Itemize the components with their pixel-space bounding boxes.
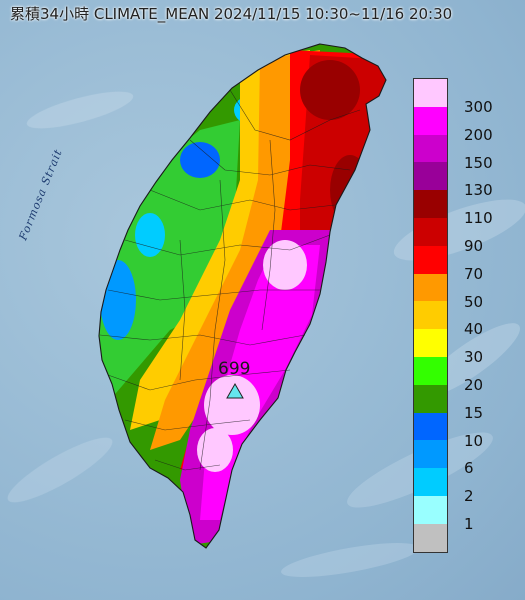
legend-label: 90 <box>464 237 484 255</box>
legend-label: 300 <box>464 98 493 116</box>
legend-swatch <box>414 245 447 274</box>
taiwan-rainfall-field <box>99 44 386 548</box>
legend-swatch <box>414 356 447 385</box>
legend-label: 40 <box>464 320 484 339</box>
legend-swatch <box>414 162 447 191</box>
legend-color-bar <box>413 78 448 553</box>
legend-label: 70 <box>464 264 484 283</box>
legend-swatch <box>414 468 447 496</box>
legend-swatch <box>414 134 447 163</box>
legend-swatch <box>414 190 447 218</box>
legend-label: 6 <box>464 459 474 478</box>
legend-swatch <box>414 523 447 552</box>
legend-swatch <box>414 301 447 330</box>
legend-label: 20 <box>464 376 484 394</box>
basin-boundaries <box>99 89 361 471</box>
legend-swatch <box>414 329 447 357</box>
legend-swatch <box>414 106 447 135</box>
legend-swatch <box>414 79 447 107</box>
legend-swatch <box>414 495 447 524</box>
triangle-marker-icon <box>226 382 244 399</box>
legend-swatch <box>414 440 447 469</box>
legend-label: 15 <box>464 403 484 422</box>
legend-label: 50 <box>464 292 484 311</box>
legend-swatch <box>414 273 447 302</box>
legend-label: 110 <box>464 209 493 228</box>
legend-swatch <box>414 412 447 441</box>
max-rainfall-value: 699 <box>218 359 251 379</box>
legend-label: 30 <box>464 348 484 367</box>
legend-label: 150 <box>464 153 493 172</box>
legend-swatch <box>414 217 447 246</box>
legend-swatch <box>414 384 447 413</box>
map-title: 累積34小時 CLIMATE_MEAN 2024/11/15 10:30~11/… <box>10 5 453 23</box>
legend-label: 130 <box>464 181 493 200</box>
legend-label: 10 <box>464 431 484 450</box>
legend-label: 1 <box>464 515 474 533</box>
legend-label: 2 <box>464 487 474 506</box>
legend-label: 200 <box>464 125 493 144</box>
